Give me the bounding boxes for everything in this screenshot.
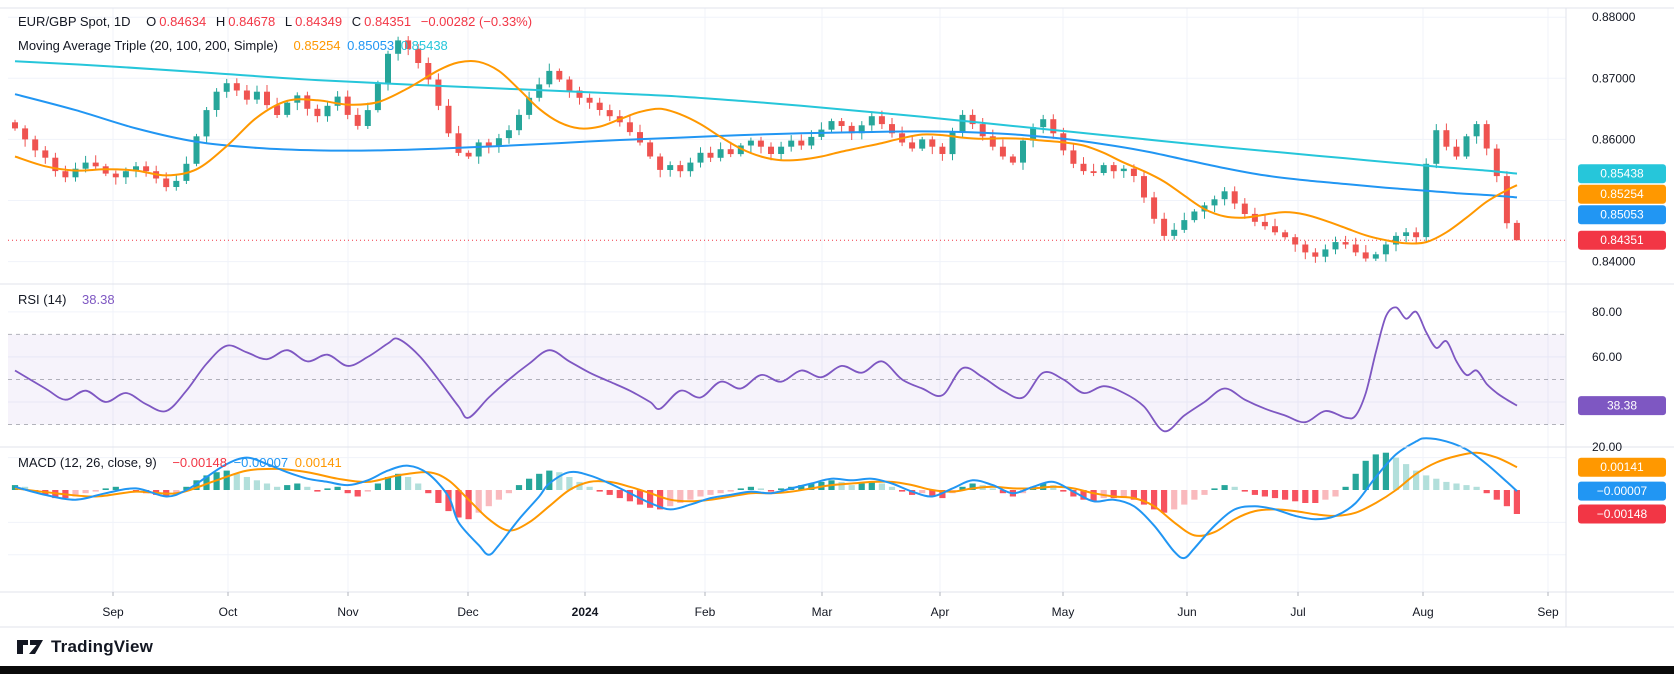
svg-text:0.85438: 0.85438 bbox=[1600, 167, 1644, 181]
price-badge: 0.85438 bbox=[1578, 164, 1666, 184]
macd-title: MACD (12, 26, close, 9) bbox=[18, 455, 157, 470]
time-axis-label: Mar bbox=[812, 605, 833, 619]
tradingview-logo-icon bbox=[17, 640, 43, 654]
price-axis-label: 0.88000 bbox=[1592, 10, 1636, 24]
time-axis-label: Aug bbox=[1412, 605, 1433, 619]
symbol-title: EUR/GBP Spot, 1D bbox=[18, 14, 131, 29]
ohlc-close: C 0.84351 bbox=[351, 14, 412, 29]
time-axis-label: Dec bbox=[457, 605, 478, 619]
price-axis-label: 0.87000 bbox=[1592, 71, 1636, 85]
macd-legend[interactable]: MACD (12, 26, close, 9) −0.00148 −0.0000… bbox=[18, 455, 345, 470]
time-axis-label: Sep bbox=[102, 605, 124, 619]
tradingview-logo[interactable]: TradingView bbox=[16, 636, 153, 658]
svg-text:−0.00007: −0.00007 bbox=[1597, 484, 1648, 498]
price-pane-legend[interactable]: EUR/GBP Spot, 1D O 0.84634 H 0.84678 L 0.84… bbox=[18, 14, 535, 29]
macd-badge: −0.00007 bbox=[1578, 481, 1666, 501]
svg-text:−0.00148: −0.00148 bbox=[1597, 507, 1648, 521]
macd-line-value: −0.00007 bbox=[233, 455, 289, 470]
time-axis-label: May bbox=[1052, 605, 1075, 619]
macd-histogram bbox=[11, 452, 1520, 520]
time-axis-label: Feb bbox=[695, 605, 716, 619]
tradingview-logo-text: TradingView bbox=[51, 637, 154, 656]
svg-text:0.84351: 0.84351 bbox=[1600, 233, 1644, 247]
svg-text:0.85053: 0.85053 bbox=[1600, 208, 1644, 222]
pane-borders bbox=[0, 7, 1674, 628]
ma-triple-legend[interactable]: Moving Average Triple (20, 100, 200, Sim… bbox=[18, 38, 451, 53]
ma200-line bbox=[14, 60, 1518, 175]
price-badge: 0.84351 bbox=[1578, 230, 1666, 250]
ma100-line bbox=[14, 93, 1518, 199]
macd-signal-value: 0.00141 bbox=[294, 455, 342, 470]
svg-text:0.00141: 0.00141 bbox=[1600, 460, 1644, 474]
macd-main-line bbox=[14, 437, 1518, 560]
macd-badge: 0.00141 bbox=[1578, 457, 1666, 477]
ma200-value: 0.85438 bbox=[400, 38, 448, 53]
price-axis-label: 0.86000 bbox=[1592, 132, 1636, 146]
rsi-axis-label: 20.00 bbox=[1592, 440, 1622, 454]
rsi-badge: 38.38 bbox=[1578, 396, 1666, 416]
time-axis-label: Oct bbox=[219, 605, 238, 619]
rsi-legend[interactable]: RSI (14) 38.38 bbox=[18, 292, 118, 307]
ohlc-open: O 0.84634 bbox=[146, 14, 207, 29]
rsi-line bbox=[14, 306, 1518, 433]
chart-canvas[interactable]: 0.88000 0.87000 0.86000 0.84000 80.00 60.00 20… bbox=[0, 0, 1674, 631]
rsi-title: RSI (14) bbox=[18, 292, 67, 307]
ohlc-low: L 0.84349 bbox=[284, 14, 343, 29]
ma100-value: 0.85053 bbox=[347, 38, 395, 53]
time-axis-label: Sep bbox=[1537, 605, 1559, 619]
time-axis-label: Apr bbox=[931, 605, 950, 619]
macd-badge: −0.00148 bbox=[1578, 504, 1666, 524]
macd-signal-line bbox=[14, 451, 1518, 537]
price-badge: 0.85254 bbox=[1578, 184, 1666, 204]
time-axis-label: Jul bbox=[1290, 605, 1305, 619]
price-badge: 0.85053 bbox=[1578, 205, 1666, 225]
candlestick-series[interactable] bbox=[12, 36, 1520, 263]
time-axis-label: Nov bbox=[337, 605, 358, 619]
macd-hist-value: −0.00148 bbox=[172, 455, 227, 470]
rsi-value: 38.38 bbox=[82, 292, 115, 307]
time-scale[interactable]: Sep Oct Nov Dec 2024 Feb Mar Apr May Jun Jul Aug Sep bbox=[102, 592, 1559, 619]
ma20-line bbox=[14, 60, 1518, 245]
price-axis-label: 0.84000 bbox=[1592, 255, 1636, 269]
price-scale[interactable]: 0.88000 0.87000 0.86000 0.84000 80.00 60.00 20… bbox=[1578, 10, 1666, 524]
svg-text:0.85254: 0.85254 bbox=[1600, 187, 1644, 201]
time-axis-label: 2024 bbox=[572, 605, 599, 619]
svg-text:38.38: 38.38 bbox=[1607, 399, 1637, 413]
ohlc-high: H 0.84678 bbox=[215, 14, 276, 29]
ma-indicator-title: Moving Average Triple (20, 100, 200, Sim… bbox=[18, 38, 278, 53]
gridlines bbox=[8, 8, 1566, 592]
time-axis-label: Jun bbox=[1177, 605, 1196, 619]
change-value: −0.00282 (−0.33%) bbox=[420, 14, 533, 29]
ma20-value: 0.85254 bbox=[293, 38, 341, 53]
rsi-axis-label: 60.00 bbox=[1592, 350, 1622, 364]
bottom-bar bbox=[0, 666, 1674, 674]
rsi-axis-label: 80.00 bbox=[1592, 305, 1622, 319]
